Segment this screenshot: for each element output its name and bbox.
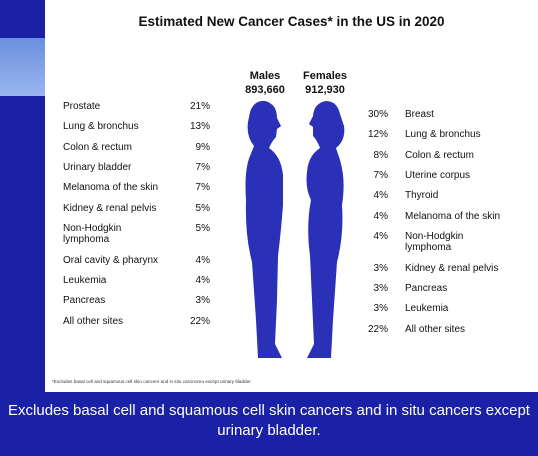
females-label: Pancreas (405, 283, 448, 295)
silhouettes (245, 100, 345, 358)
males-label: Non-Hodgkin lymphoma (63, 222, 122, 245)
males-heading: Males (249, 70, 281, 82)
males-total: 893,660 (245, 84, 285, 96)
females-percent: 4% (373, 230, 388, 242)
females-label: Non-Hodgkin lymphoma (405, 230, 464, 253)
males-label: Urinary bladder (63, 161, 132, 173)
males-label: Kidney & renal pelvis (63, 202, 157, 214)
females-heading: Females (302, 70, 348, 82)
males-percent: 4% (195, 275, 210, 287)
footnote: *Excludes basal cell and squamous cell s… (52, 379, 252, 384)
male-silhouette (245, 100, 283, 358)
females-percent: 4% (373, 190, 388, 202)
females-label: Lung & bronchus (405, 129, 481, 141)
males-label: Pancreas (63, 295, 106, 307)
females-percent: 8% (373, 149, 388, 161)
females-percent: 3% (373, 303, 388, 315)
females-label: All other sites (405, 323, 466, 335)
title: Estimated New Cancer Cases* in the US in… (138, 14, 445, 29)
males-label: Lung & bronchus (63, 121, 139, 133)
males-percent: 9% (195, 141, 210, 153)
males-label: Oral cavity & pharynx (63, 254, 159, 266)
caption: Excludes basal cell and squamous cell sk… (8, 402, 530, 439)
females-percent: 12% (367, 129, 388, 141)
females-label: Kidney & renal pelvis (405, 262, 499, 274)
males-percent: 7% (195, 182, 210, 194)
males-label: Colon & rectum (63, 141, 132, 153)
females-label: Uterine corpus (405, 169, 471, 181)
accent-stripe (0, 38, 45, 96)
females-label: Melanoma of the skin (405, 210, 501, 222)
females-percent: 7% (373, 169, 388, 181)
females-percent: 22% (367, 323, 388, 335)
female-silhouette (306, 101, 345, 358)
females-total: 912,930 (305, 84, 345, 96)
males-label: Melanoma of the skin (63, 182, 159, 194)
females-percent: 3% (373, 283, 388, 295)
males-percent: 7% (195, 161, 210, 173)
males-label: All other sites (63, 315, 124, 327)
panel (45, 0, 538, 392)
females-percent: 3% (373, 262, 388, 274)
females-percent: 4% (373, 210, 388, 222)
males-percent: 5% (195, 202, 210, 214)
females-label: Breast (405, 109, 434, 120)
females-label: Thyroid (405, 190, 439, 202)
females-label: Colon & rectum (405, 149, 474, 161)
males-label: Prostate (63, 101, 101, 112)
males-percent: 21% (189, 101, 210, 112)
males-percent: 5% (195, 222, 210, 234)
males-label: Leukemia (63, 275, 107, 287)
males-percent: 4% (195, 254, 210, 266)
females-percent: 30% (367, 109, 388, 120)
males-percent: 13% (189, 121, 210, 133)
males-percent: 22% (189, 315, 210, 327)
males-percent: 3% (195, 295, 210, 307)
females-label: Leukemia (405, 303, 449, 315)
